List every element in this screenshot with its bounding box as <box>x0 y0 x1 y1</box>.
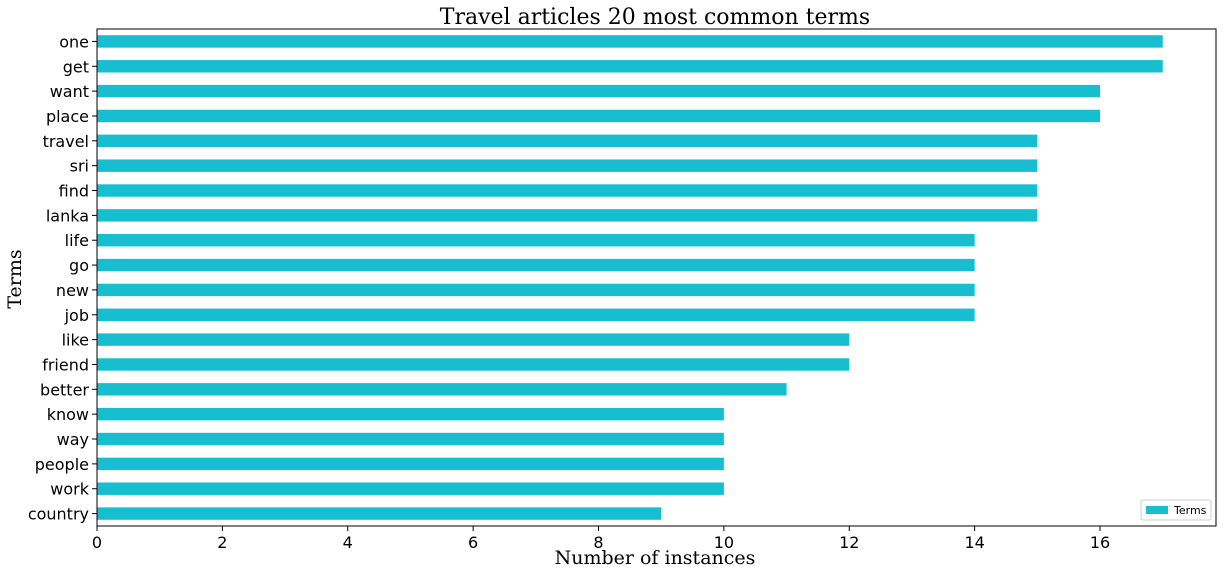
y-tick-label-want: want <box>50 82 89 101</box>
bar-way <box>97 432 724 446</box>
y-tick-label-sri: sri <box>70 157 89 176</box>
y-tick-label-get: get <box>63 57 89 76</box>
y-tick-label-find: find <box>59 182 89 201</box>
y-tick-label-country: country <box>28 505 89 524</box>
x-tick-label-2: 2 <box>217 533 227 552</box>
y-tick-label-go: go <box>69 256 89 275</box>
y-tick-label-work: work <box>50 480 89 499</box>
y-tick-label-friend: friend <box>42 355 89 374</box>
y-tick-label-lanka: lanka <box>46 206 89 225</box>
x-tick-label-14: 14 <box>964 533 984 552</box>
x-tick-label-6: 6 <box>468 533 478 552</box>
bar-better <box>97 383 787 396</box>
bar-know <box>97 407 724 421</box>
bar-people <box>97 457 724 471</box>
bar-want <box>97 84 1101 98</box>
y-tick-label-way: way <box>57 430 89 449</box>
y-tick-label-place: place <box>46 107 89 126</box>
legend-swatch <box>1146 506 1168 514</box>
bar-country <box>97 507 662 520</box>
y-tick-label-new: new <box>56 281 89 300</box>
plot-frame <box>96 28 1217 527</box>
x-tick-label-4: 4 <box>343 533 353 552</box>
x-axis: 0 2 4 6 8 10 12 14 16 <box>92 526 1110 552</box>
bar-go <box>97 258 975 272</box>
chart-title: Travel articles 20 most common terms <box>440 5 870 30</box>
legend: Terms <box>1140 499 1212 521</box>
y-tick-label-better: better <box>40 380 89 399</box>
bar-job <box>97 308 975 321</box>
bar-place <box>97 109 1101 123</box>
bar-one <box>97 35 1163 48</box>
bar-like <box>97 333 850 346</box>
bar-travel <box>97 134 1038 148</box>
y-tick-label-travel: travel <box>43 132 89 151</box>
x-tick-label-10: 10 <box>714 533 734 552</box>
bar-life <box>97 234 975 247</box>
x-tick-label-0: 0 <box>92 533 102 552</box>
bar-lanka <box>97 209 1038 222</box>
y-tick-label-one: one <box>59 32 89 51</box>
x-tick-label-12: 12 <box>839 533 859 552</box>
bar-get <box>97 60 1163 73</box>
bar-work <box>97 482 724 495</box>
y-tick-label-like: like <box>62 331 89 350</box>
y-axis: one get want place travel sri find lanka life go n… <box>28 32 97 524</box>
y-tick-label-job: job <box>64 306 89 325</box>
y-tick-label-know: know <box>47 405 89 424</box>
legend-box <box>1140 499 1212 521</box>
y-tick-label-people: people <box>35 455 89 474</box>
bar-new <box>97 283 975 297</box>
bar-find <box>97 184 1038 197</box>
x-axis-title: Number of instances <box>555 547 756 569</box>
x-tick-label-8: 8 <box>593 533 603 552</box>
bars-layer <box>97 35 1163 520</box>
legend-label: Terms <box>1173 504 1207 517</box>
x-tick-label-16: 16 <box>1090 533 1110 552</box>
y-tick-label-life: life <box>65 231 89 250</box>
bar-friend <box>97 358 850 371</box>
bar-sri <box>97 159 1038 172</box>
y-axis-title: Terms <box>4 249 26 308</box>
